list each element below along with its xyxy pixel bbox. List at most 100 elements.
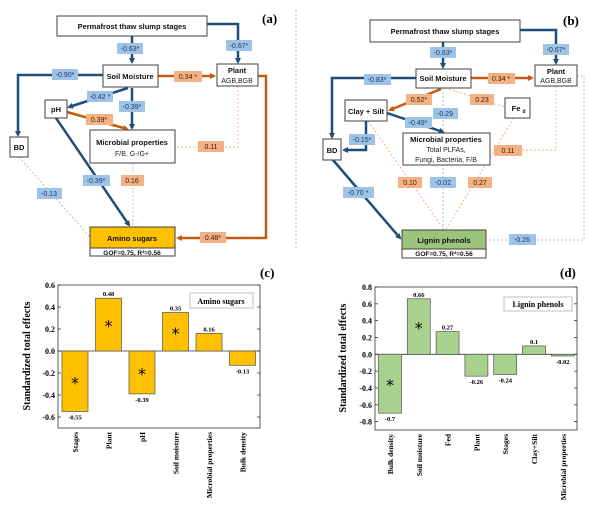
svg-text:BD: BD bbox=[327, 146, 338, 155]
coef-plant-amino-sugars: 0.48* bbox=[200, 232, 226, 243]
coef-soil-moisture-microbial: -0.39* bbox=[119, 101, 145, 112]
svg-text:-0.49*: -0.49* bbox=[409, 120, 428, 127]
bar-microbial-properties bbox=[550, 353, 575, 357]
coef-microbial-amino-sugars: 0.16 bbox=[121, 175, 144, 186]
value-label: -0.13 bbox=[236, 368, 250, 375]
svg-text:Plant: Plant bbox=[547, 67, 566, 76]
value-label: 0.66 bbox=[413, 292, 425, 299]
coef-plant-microbial: 0.11 bbox=[494, 145, 522, 156]
coef-microbial-lignin: -0.02 bbox=[430, 177, 456, 188]
legend: Lignin phenols bbox=[503, 296, 573, 312]
panel-b-diagram: (b) Permafrost thaw slump stages Soil Mo… bbox=[322, 13, 585, 259]
svg-text:-0.63*: -0.63* bbox=[434, 50, 453, 57]
bar-plant bbox=[95, 297, 122, 352]
panel-label-b: (b) bbox=[563, 13, 579, 28]
coef-plant-lignin: -0.26 bbox=[509, 234, 536, 245]
bar-ph bbox=[128, 350, 156, 395]
svg-text:-0.63*: -0.63* bbox=[121, 46, 140, 53]
x-tick-label: Soil moisture bbox=[172, 431, 181, 474]
significance-asterisk: * bbox=[386, 376, 394, 395]
significance-asterisk: * bbox=[415, 319, 423, 338]
y-tick-label: -0.6 bbox=[359, 401, 372, 410]
svg-text:-0.26: -0.26 bbox=[514, 237, 530, 244]
edge-soil-moisture-fed bbox=[444, 87, 506, 108]
bar-bulk-density bbox=[229, 350, 256, 366]
edge-plant-amino-sugars bbox=[176, 74, 268, 241]
coef-stages-soil-moisture: -0.63* bbox=[117, 43, 143, 54]
edge-bd-lignin bbox=[332, 159, 402, 240]
svg-text:Permafrost thaw slump stages: Permafrost thaw slump stages bbox=[391, 27, 500, 36]
coef-soil-moisture-microbial: -0.29 bbox=[433, 108, 458, 119]
svg-text:GOF=0.75, R²=0.56: GOF=0.75, R²=0.56 bbox=[415, 251, 473, 258]
node-bd: BD bbox=[322, 138, 342, 161]
svg-text:-0.90*: -0.90* bbox=[56, 72, 75, 79]
bar-stages bbox=[493, 353, 518, 375]
coef-bd-lignin: -0.70 * bbox=[343, 187, 374, 198]
value-label: 0.1 bbox=[530, 339, 538, 346]
value-label: -0.55 bbox=[68, 415, 82, 422]
y-tick-label: 0.6 bbox=[45, 281, 55, 290]
node-lignin-phenols: Lignin phenols GOF=0.75, R²=0.56 bbox=[401, 229, 487, 259]
svg-text:-0.83*: -0.83* bbox=[368, 77, 387, 84]
y-tick-label: -0.8 bbox=[359, 418, 372, 427]
edge-plant-microbial bbox=[176, 86, 239, 148]
coef-soil-moisture-bd: -0.83* bbox=[364, 74, 391, 85]
x-tick-label: Stages bbox=[71, 432, 80, 452]
y-tick-label: -0.2 bbox=[359, 367, 372, 376]
value-label: 0.16 bbox=[203, 326, 215, 333]
svg-text:Permafrost thaw slump stages: Permafrost thaw slump stages bbox=[78, 22, 187, 31]
value-label: 0.27 bbox=[442, 325, 454, 332]
bar-clay-silt bbox=[522, 345, 546, 355]
svg-text:Amino sugars: Amino sugars bbox=[107, 234, 157, 243]
svg-text:-0.13: -0.13 bbox=[41, 191, 57, 198]
bar-soil-moisture bbox=[162, 312, 189, 352]
node-plant: Plant AGB,BGB bbox=[534, 64, 578, 87]
svg-text:Fungi, Bacteria, F/B: Fungi, Bacteria, F/B bbox=[415, 157, 477, 164]
value-label: 0.35 bbox=[170, 306, 182, 313]
legend: Amino sugars bbox=[189, 292, 254, 309]
y-axis-label: Standardized total effects bbox=[22, 301, 33, 410]
svg-text:-0.39*: -0.39* bbox=[87, 178, 106, 185]
svg-text:AGB,BGB: AGB,BGB bbox=[221, 78, 253, 85]
y-tick-label: 0.0 bbox=[362, 350, 372, 359]
node-amino-sugars: Amino sugars GOF=0.75, R²=0.56 bbox=[89, 226, 176, 257]
svg-text:-0.15*: -0.15* bbox=[353, 137, 372, 144]
svg-text:Total PLFAs,: Total PLFAs, bbox=[426, 147, 465, 154]
svg-text:Soil Moisture: Soil Moisture bbox=[106, 72, 153, 81]
svg-text:0.52*: 0.52* bbox=[411, 97, 428, 104]
node-microbial: Microbial properties Total PLFAs, Fungi, B… bbox=[402, 132, 491, 166]
panel-label-c: (c) bbox=[260, 265, 274, 280]
x-tick-label: pH bbox=[138, 432, 147, 442]
svg-text:Lignin phenols: Lignin phenols bbox=[417, 236, 470, 245]
node-ph: pH bbox=[44, 99, 68, 119]
coef-soil-moisture-fed: 0.23 bbox=[470, 94, 494, 105]
bar-stages bbox=[61, 350, 89, 412]
coef-stages-plant: -0.67* bbox=[543, 44, 569, 55]
coef-ph-amino-sugars: -0.39* bbox=[83, 175, 110, 186]
coef-stages-plant: -0.67* bbox=[226, 40, 252, 51]
svg-text:-0.70 *: -0.70 * bbox=[348, 190, 369, 197]
svg-text:Amino sugars: Amino sugars bbox=[197, 297, 244, 306]
edge-clay-bd bbox=[342, 121, 368, 153]
svg-text:-0.39*: -0.39* bbox=[123, 104, 142, 111]
bar-plant bbox=[464, 353, 489, 377]
node-stages: Permafrost thaw slump stages bbox=[56, 15, 208, 37]
y-tick-label: 0.4 bbox=[45, 303, 55, 312]
significance-asterisk: * bbox=[172, 324, 180, 343]
y-tick-label: 0.2 bbox=[362, 333, 372, 342]
svg-text:d: d bbox=[522, 109, 525, 115]
node-clay-silt: Clay + Silt bbox=[344, 99, 388, 122]
panel-label-a: (a) bbox=[262, 11, 277, 26]
panel-a-diagram: (a) Permafrost thaw slump stages Soil Mo… bbox=[9, 11, 277, 257]
node-fed: Fe d bbox=[504, 97, 531, 119]
svg-text:0.39*: 0.39* bbox=[91, 117, 108, 124]
coef-soil-moisture-clay: 0.52* bbox=[406, 94, 432, 105]
coef-soil-moisture-ph: -0.42 * bbox=[87, 91, 113, 102]
coef-clay-lignin: 0.10 bbox=[398, 177, 422, 188]
svg-text:0.16: 0.16 bbox=[125, 178, 139, 185]
svg-text:0.34 *: 0.34 * bbox=[492, 76, 511, 83]
y-tick-label: -0.4 bbox=[359, 384, 372, 393]
svg-text:-0.67*: -0.67* bbox=[547, 47, 566, 54]
node-plant: Plant AGB,BGB bbox=[216, 63, 259, 87]
